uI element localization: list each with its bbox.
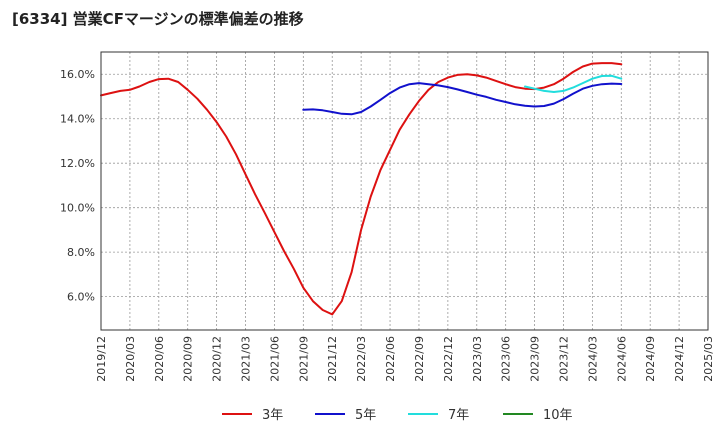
plot-background (101, 52, 708, 330)
x-tick-label: 2022/12 (442, 336, 455, 382)
y-axis-ticks: 6.0% 8.0% 10.0% 12.0% 14.0% 16.0% (60, 68, 95, 303)
legend: 3年 5年 7年 10年 (222, 408, 573, 423)
x-tick-label: 2024/06 (615, 336, 628, 382)
legend-label: 5年 (355, 408, 376, 423)
x-tick-label: 2019/12 (95, 336, 108, 382)
x-tick-label: 2022/06 (384, 336, 397, 382)
x-tick-label: 2022/03 (355, 336, 368, 382)
series-line-2 (302, 82, 623, 116)
plot-frame (100, 51, 709, 331)
legend-label: 3年 (262, 408, 283, 423)
chart-title: [6334] 営業CFマージンの標準偏差の推移 (12, 10, 304, 28)
y-tick-label: 16.0% (60, 68, 95, 81)
x-tick-label: 2024/03 (586, 336, 599, 382)
x-tick-label: 2021/03 (240, 336, 253, 382)
y-tick-label: 12.0% (60, 157, 95, 170)
x-tick-label: 2023/09 (529, 336, 542, 382)
x-tick-label: 2023/12 (557, 336, 570, 382)
legend-label: 7年 (448, 408, 469, 423)
x-tick-label: 2021/09 (297, 336, 310, 382)
x-tick-label: 2024/09 (644, 336, 657, 382)
x-tick-label: 2022/09 (413, 336, 426, 382)
x-tick-label: 2025/03 (702, 336, 715, 382)
series-line-3 (524, 74, 623, 93)
y-tick-label: 8.0% (67, 246, 95, 259)
x-tick-label: 2023/06 (500, 336, 513, 382)
series-layer (100, 62, 623, 316)
y-tick-label: 14.0% (60, 113, 95, 126)
x-tick-label: 2020/09 (182, 336, 195, 382)
x-tick-label: 2021/06 (268, 336, 281, 382)
x-tick-label: 2020/03 (124, 336, 137, 382)
legend-label: 10年 (543, 408, 573, 423)
x-tick-label: 2023/03 (471, 336, 484, 382)
x-tick-label: 2020/12 (211, 336, 224, 382)
x-tick-label: 2024/12 (673, 336, 686, 382)
x-tick-label: 2021/12 (326, 336, 339, 382)
x-axis-ticks: 2019/12 2020/03 2020/06 2020/09 2020/12 2021/… (95, 336, 715, 382)
grid-layer (101, 52, 708, 330)
x-tick-label: 2020/06 (153, 336, 166, 382)
y-tick-label: 10.0% (60, 202, 95, 215)
y-tick-label: 6.0% (67, 291, 95, 304)
